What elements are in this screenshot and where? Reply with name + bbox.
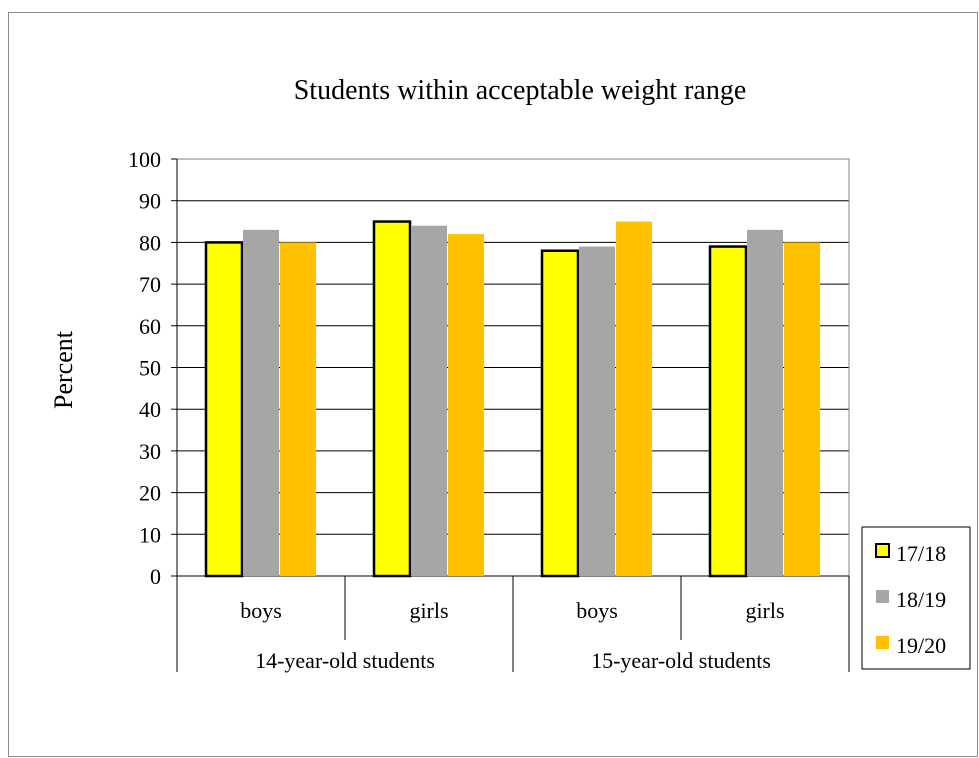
x-group-label: 15-year-old students — [591, 648, 771, 673]
x-category-label: girls — [745, 598, 784, 623]
bar — [579, 246, 615, 576]
y-tick-label: 10 — [139, 522, 161, 547]
bar — [784, 242, 820, 576]
y-tick-label: 100 — [128, 147, 161, 172]
x-category-label: boys — [240, 598, 282, 623]
y-axis-label: Percent — [49, 330, 78, 409]
y-tick-label: 90 — [139, 189, 161, 214]
y-tick-label: 60 — [139, 314, 161, 339]
bar — [616, 221, 652, 577]
bar — [204, 241, 244, 578]
plot-area: 0 10 20 30 40 50 60 70 80 90 100 boys girls boys girls… — [128, 147, 850, 673]
y-tick-label: 0 — [150, 564, 161, 589]
legend-swatch — [875, 543, 890, 558]
bar — [747, 229, 783, 576]
bar — [411, 225, 447, 576]
bar — [708, 245, 748, 578]
y-tick-label: 80 — [139, 230, 161, 255]
legend-swatch — [876, 636, 889, 649]
x-group-label: 14-year-old students — [255, 648, 435, 673]
legend-label: 18/19 — [896, 587, 946, 612]
bar — [448, 234, 484, 576]
bar — [540, 249, 580, 578]
x-category-label: girls — [409, 598, 448, 623]
legend-label: 17/18 — [896, 541, 946, 566]
y-tick-label: 30 — [139, 439, 161, 464]
y-tick-label: 50 — [139, 356, 161, 381]
legend-swatch — [876, 590, 889, 603]
bar — [372, 220, 412, 578]
x-category-label: boys — [576, 598, 618, 623]
legend: 17/18 18/19 19/20 — [861, 526, 971, 670]
legend-label: 19/20 — [896, 633, 946, 658]
bar — [243, 229, 279, 576]
chart-title: Students within acceptable weight range — [294, 75, 747, 106]
bar — [280, 242, 316, 576]
y-tick-label: 70 — [139, 272, 161, 297]
y-tick-label: 20 — [139, 481, 161, 506]
y-tick-label: 40 — [139, 397, 161, 422]
